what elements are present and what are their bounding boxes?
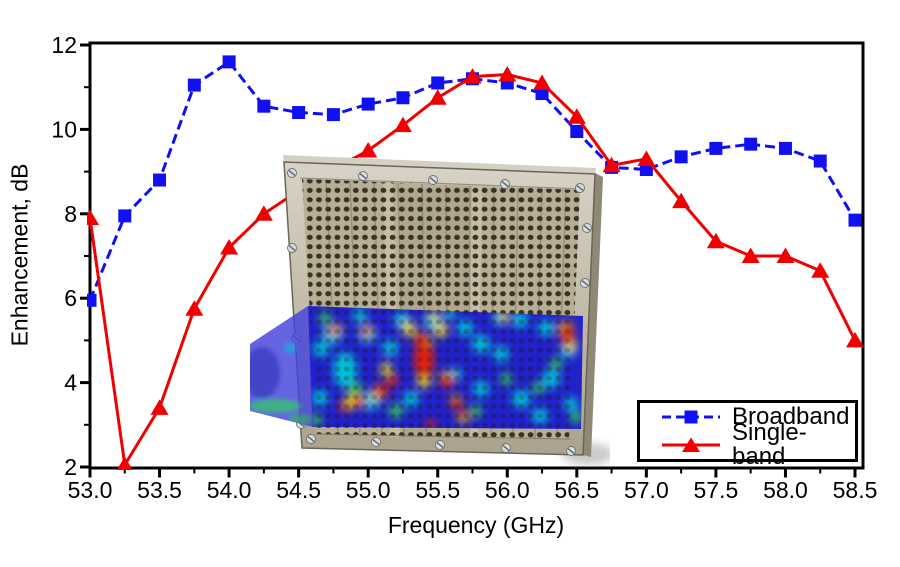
x-tick-label: 56.5 — [554, 477, 599, 503]
y-tick-label: 4 — [64, 370, 77, 396]
square-marker — [813, 154, 827, 168]
y-tick-label: 2 — [64, 454, 77, 480]
triangle-marker — [498, 66, 517, 82]
square-marker — [848, 213, 862, 227]
square-marker — [431, 76, 445, 90]
square-marker — [153, 173, 167, 187]
square-marker — [326, 108, 340, 122]
triangle-marker — [220, 239, 239, 255]
square-marker — [570, 125, 584, 139]
x-tick-label: 57.5 — [694, 477, 739, 503]
triangle-marker — [359, 142, 378, 158]
x-tick-label: 58.5 — [833, 477, 878, 503]
single-band-marker-swatch — [662, 437, 720, 452]
triangle-marker — [846, 331, 864, 348]
x-tick-label: 58.0 — [763, 477, 808, 503]
x-tick-label: 53.0 — [68, 477, 113, 503]
triangle-marker — [741, 247, 760, 263]
triangle-marker — [254, 205, 273, 221]
square-marker — [778, 141, 792, 155]
square-marker — [257, 99, 271, 113]
x-tick-label: 54.0 — [207, 477, 252, 503]
y-tick-label: 6 — [64, 285, 77, 311]
square-marker — [396, 91, 410, 105]
square-marker — [87, 293, 97, 307]
y-tick-label: 10 — [51, 116, 77, 142]
x-tick-label: 57.0 — [624, 477, 669, 503]
square-marker — [744, 137, 758, 151]
y-tick-label: 12 — [51, 32, 77, 58]
square-marker — [535, 87, 549, 101]
square-marker — [674, 150, 688, 164]
triangle-marker — [87, 209, 99, 226]
square-marker — [187, 78, 201, 92]
triangle-marker — [672, 192, 691, 209]
triangle-marker — [393, 116, 412, 133]
legend-item-broadband: Broadband — [660, 404, 855, 431]
square-marker — [118, 209, 132, 223]
legend-item-single-band: Single-band — [660, 421, 855, 469]
plot-frame — [88, 41, 865, 470]
series-line — [88, 59, 857, 301]
square-marker — [361, 97, 375, 111]
x-tick-label: 55.5 — [415, 477, 460, 503]
y-tick-label: 8 — [64, 201, 77, 227]
triangle-marker — [602, 156, 621, 173]
x-tick-label: 53.5 — [137, 477, 182, 503]
triangle-marker — [533, 74, 552, 90]
legend-label-single-band: Single-band — [732, 419, 807, 470]
triangle-marker — [428, 89, 447, 105]
triangle-marker — [116, 456, 133, 470]
square-marker — [292, 106, 306, 120]
square-marker — [709, 141, 723, 155]
triangle-marker — [706, 232, 725, 249]
x-tick-label: 56.0 — [485, 477, 530, 503]
y-axis-title: Enhancement, dB — [6, 163, 33, 347]
square-marker — [639, 162, 653, 176]
triangle-marker — [811, 262, 830, 278]
series-single-band — [87, 66, 864, 470]
legend-label-broadband: Broadband — [732, 403, 850, 430]
triangle-marker — [289, 182, 308, 198]
axes-ticks: 53.0 53.5 54.0 54.5 55.0 55.5 56.0 56.5 57.0 57.5… — [51, 32, 877, 503]
triangle-marker — [567, 108, 586, 124]
triangle-marker — [776, 247, 795, 263]
triangle-marker — [150, 399, 169, 415]
triangle-marker — [463, 68, 482, 84]
square-marker — [222, 55, 236, 69]
triangle-marker — [637, 150, 656, 166]
triangle-marker — [185, 300, 204, 316]
triangle-marker — [324, 160, 343, 177]
x-axis-title: Frequency (GHz) — [387, 512, 565, 538]
broadband-marker-swatch — [662, 410, 720, 424]
chart-legend: Broadband Single-band — [637, 400, 858, 469]
series-broadband — [87, 55, 862, 307]
x-tick-label: 54.5 — [276, 477, 321, 503]
x-tick-label: 55.0 — [346, 477, 391, 503]
data-series — [87, 55, 864, 470]
